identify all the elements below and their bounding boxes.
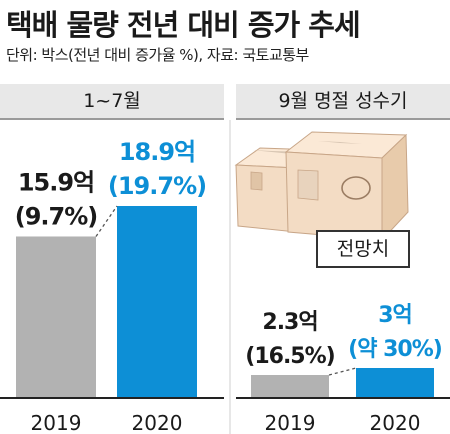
x-tick-label: 2019 bbox=[265, 411, 316, 434]
data-label-value: 2.3억 bbox=[262, 310, 317, 335]
x-tick-label: 2020 bbox=[132, 411, 183, 434]
bar-jan-jul-2019 bbox=[16, 236, 96, 398]
data-label-value: 15.9억 bbox=[18, 168, 94, 196]
bar-jan-jul-2020 bbox=[117, 206, 197, 398]
bar-september-2020 bbox=[356, 368, 434, 398]
x-tick-label: 2019 bbox=[31, 411, 82, 434]
panel-title-left: 1~7월 bbox=[0, 84, 224, 120]
forecast-badge: 전망치 bbox=[316, 230, 410, 268]
x-tick-label: 2020 bbox=[370, 411, 421, 434]
trend-connector bbox=[328, 367, 357, 376]
page-subtitle: 단위: 박스(전년 대비 증가율 %), 자료: 국토교통부 bbox=[6, 46, 309, 64]
panel-title-right: 9월 명절 성수기 bbox=[236, 84, 450, 120]
data-label-value: 3억 bbox=[378, 303, 412, 328]
data-label-growth: (9.7%) bbox=[15, 202, 98, 230]
data-label-growth: (16.5%) bbox=[245, 344, 334, 369]
parcel-boxes-icon bbox=[234, 131, 409, 242]
data-label-growth: (19.7%) bbox=[108, 172, 206, 200]
data-label-growth: (약 30%) bbox=[348, 337, 442, 362]
page-title: 택배 물량 전년 대비 증가 추세 bbox=[6, 8, 361, 42]
bar-september-2019 bbox=[251, 375, 329, 398]
data-label-value: 18.9억 bbox=[119, 138, 195, 166]
trend-connector bbox=[95, 205, 118, 237]
